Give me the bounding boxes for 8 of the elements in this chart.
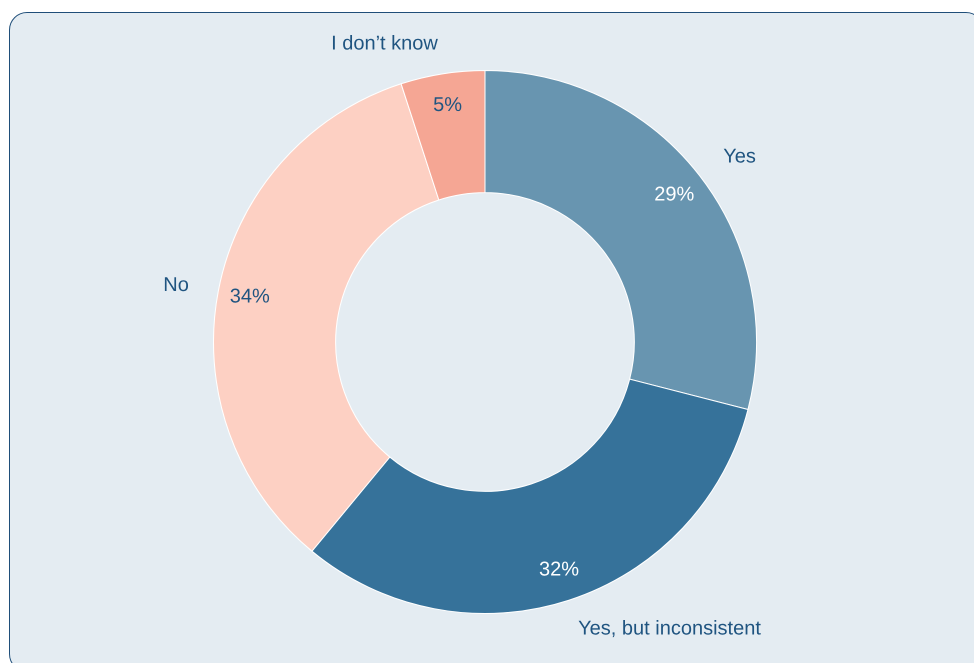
slice-label: Yes <box>723 146 756 168</box>
slice-label: Yes, but inconsistent <box>578 617 762 640</box>
data-label: 5% <box>433 94 462 116</box>
data-label: 29% <box>654 184 694 206</box>
data-label: 32% <box>538 558 580 580</box>
data-label: 34% <box>230 286 270 308</box>
slice-label: I don’t know <box>331 32 438 55</box>
slice-label: No <box>163 274 189 296</box>
